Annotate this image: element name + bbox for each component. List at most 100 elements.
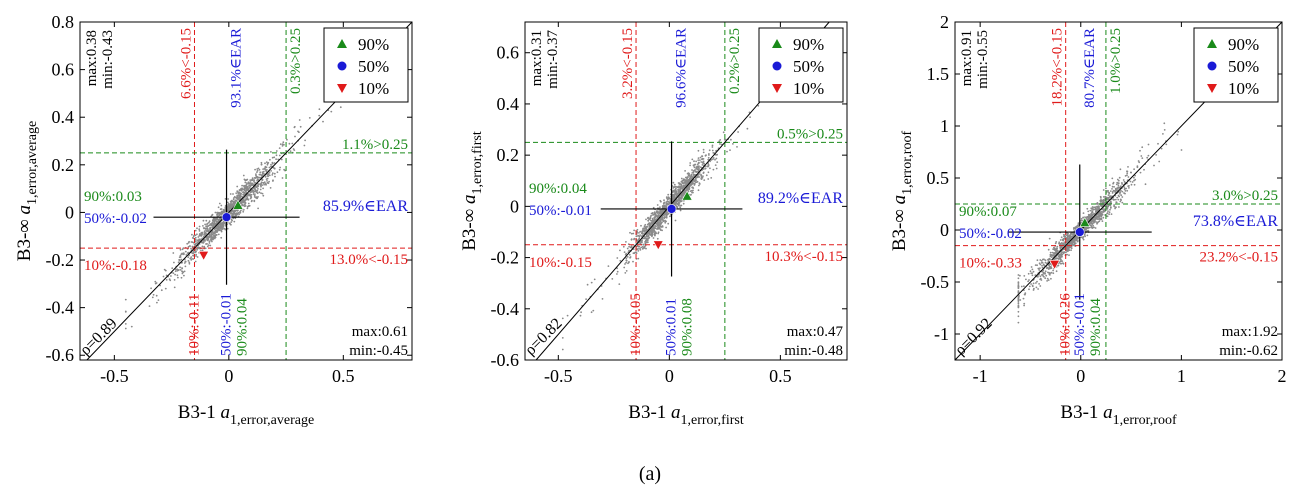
scatter-point: [683, 193, 686, 195]
scatter-point: [1104, 195, 1107, 198]
scatter-point: [1017, 321, 1020, 324]
scatter-point: [233, 202, 236, 205]
scatter-point: [1017, 301, 1020, 303]
scatter-point: [699, 166, 702, 169]
scatter-point: [1045, 274, 1048, 277]
scatter-point: [1121, 201, 1124, 204]
scatter-point: [1102, 189, 1105, 191]
scatter-point: [684, 170, 686, 172]
scatter-point: [663, 199, 665, 202]
scatter-point: [203, 245, 206, 248]
scatter-point: [1038, 269, 1040, 271]
scatter-point: [625, 241, 627, 243]
scatter-point: [245, 183, 248, 186]
scatter-point: [278, 147, 281, 150]
scatter-point: [245, 182, 248, 185]
y-tick-label: -0.5: [921, 272, 950, 292]
marker-10: [1049, 260, 1061, 270]
scatter-point: [1056, 257, 1058, 259]
scatter-point: [212, 222, 215, 225]
scatter-point: [654, 231, 657, 234]
scatter-point: [662, 219, 664, 222]
scatter-point: [1074, 226, 1077, 229]
scatter-point: [220, 211, 223, 214]
legend-label: 10%: [358, 79, 389, 98]
scatter-point: [253, 179, 256, 182]
scatter-point: [236, 190, 239, 193]
scatter-point: [625, 259, 628, 262]
h-blue-label: 89.2%∈EAR: [758, 190, 844, 207]
scatter-point: [1153, 164, 1155, 167]
scatter-point: [651, 233, 654, 236]
scatter-point: [709, 160, 711, 163]
scatter-point: [237, 211, 240, 214]
scatter-point: [1105, 187, 1107, 190]
scatter-point: [1024, 292, 1027, 295]
scatter-point: [692, 189, 694, 192]
scatter-point: [1039, 275, 1042, 278]
scatter-point: [1115, 183, 1118, 186]
y-tick-label: 0.2: [497, 145, 520, 165]
scatter-point: [665, 220, 667, 223]
scatter-point: [1058, 254, 1061, 257]
scatter-point: [248, 183, 250, 185]
scatter-point: [215, 229, 218, 232]
scatter-point: [1059, 256, 1062, 258]
scatter-point: [679, 209, 682, 212]
scatter-point: [1045, 267, 1048, 270]
scatter-point: [1100, 199, 1103, 202]
scatter-point: [244, 188, 247, 190]
legend-label: 50%: [358, 57, 389, 76]
scatter-point: [737, 131, 739, 133]
scatter-point: [675, 190, 678, 193]
scatter-point: [618, 283, 621, 285]
scatter-point: [180, 258, 183, 261]
legend-label: 50%: [793, 57, 824, 76]
scatter-point: [217, 219, 220, 222]
scatter-point: [1029, 270, 1032, 273]
legend-marker: [337, 39, 347, 48]
scatter-point: [232, 210, 235, 213]
scatter-point: [656, 222, 659, 225]
scatter-point: [667, 212, 670, 215]
scatter-point: [220, 223, 222, 225]
h-green-label: 1.1%>0.25: [342, 137, 408, 153]
scatter-point: [235, 214, 238, 217]
scatter-point: [1162, 133, 1164, 135]
scatter-point: [669, 201, 671, 204]
scatter-point: [643, 235, 646, 238]
scatter-point: [196, 233, 198, 236]
scatter-point: [257, 207, 259, 210]
scatter-point: [298, 119, 301, 121]
scatter-point: [187, 241, 190, 244]
v-blue-label: 93.1%∈EAR: [229, 28, 245, 108]
scatter-point: [208, 242, 211, 244]
scatter-point: [232, 202, 235, 205]
scatter-point: [1036, 280, 1038, 283]
scatter-point: [214, 211, 217, 214]
legend-marker: [772, 84, 782, 93]
x-axis-label: B3-1 a1,error,average: [178, 402, 314, 428]
scatter-point: [691, 176, 694, 179]
scatter-point: [273, 167, 276, 170]
scatter-point: [246, 197, 249, 199]
scatter-point: [635, 235, 638, 238]
scatter-point: [626, 256, 629, 258]
scatter-point: [218, 202, 221, 205]
scatter-point: [705, 154, 707, 157]
scatter-point: [213, 221, 216, 224]
scatter-point: [628, 245, 630, 248]
scatter-point: [1176, 133, 1179, 136]
topleft-max-label: max:0.31: [529, 30, 545, 86]
scatter-point: [238, 191, 240, 194]
x-tick-label: 2: [1278, 366, 1287, 386]
scatter-point: [249, 185, 252, 187]
scatter-point: [1091, 206, 1094, 208]
scatter-point: [189, 245, 191, 248]
scatter-point: [179, 248, 182, 251]
scatter-point: [270, 170, 272, 172]
scatter-point: [1147, 143, 1150, 146]
scatter-point: [278, 154, 281, 157]
scatter-point: [669, 215, 671, 218]
scatter-point: [1047, 248, 1050, 251]
